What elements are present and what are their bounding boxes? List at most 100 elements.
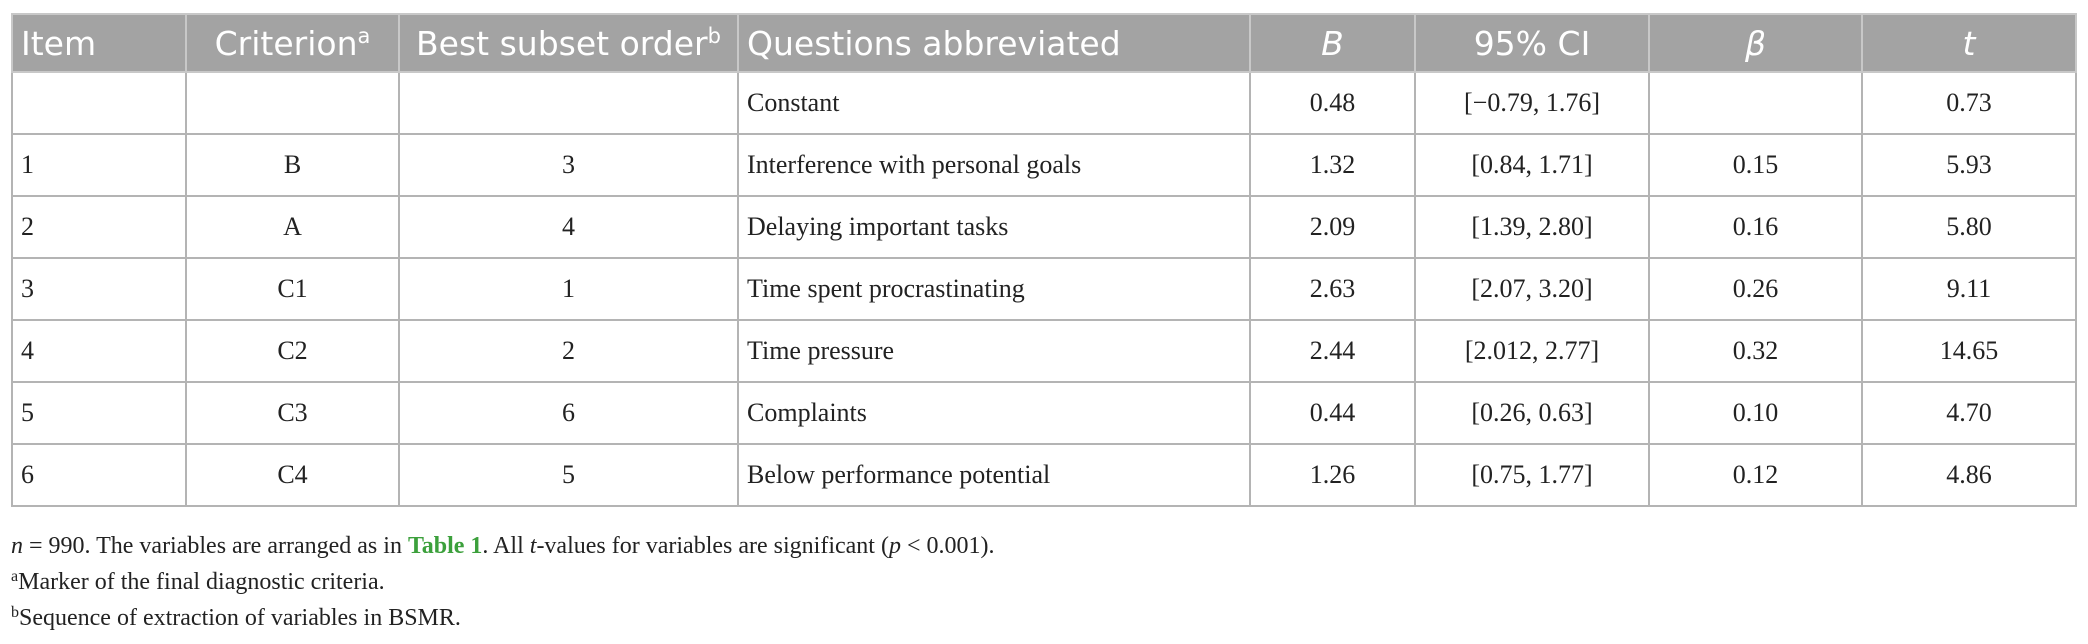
table-cell: 0.48	[1249, 71, 1416, 135]
table-row: 2 A 4 Delaying important tasks 2.09 [1.39, 2.…	[11, 195, 2077, 259]
table-cell: 4	[11, 319, 187, 383]
note-text: t	[529, 533, 537, 559]
note-text: < 0.001).	[900, 533, 995, 559]
table-cell: 5	[398, 443, 739, 507]
table-cell: B	[185, 133, 400, 197]
header-cell: Best subset orderb	[398, 13, 739, 73]
table-link[interactable]: Table 1	[407, 533, 483, 559]
table-cell: C1	[185, 257, 400, 321]
table-cell: Below performance potential	[737, 443, 1251, 507]
footnote-main: n = 990. The variables are arranged as i…	[11, 528, 994, 564]
footnote-b: bSequence of extraction of variables in …	[11, 600, 994, 636]
table-cell: 6	[11, 443, 187, 507]
header-cell: 95% CI	[1414, 13, 1650, 73]
table-cell: 2	[11, 195, 187, 259]
header-text: β	[1744, 23, 1767, 63]
header-sup: a	[357, 23, 371, 48]
header-cell: Questions abbreviated	[737, 13, 1251, 73]
table-cell: [0.75, 1.77]	[1414, 443, 1650, 507]
table-cell: 0.44	[1249, 381, 1416, 445]
table-cell: Complaints	[737, 381, 1251, 445]
header-cell: β	[1648, 13, 1863, 73]
header-text: t	[1962, 23, 1976, 63]
table-cell: 14.65	[1861, 319, 2077, 383]
table-cell: 9.11	[1861, 257, 2077, 321]
table-cell: 2	[398, 319, 739, 383]
footnote-a: aMarker of the final diagnostic criteria…	[11, 564, 994, 600]
table-cell: 0.10	[1648, 381, 1863, 445]
note-text: p	[888, 533, 901, 559]
table-cell	[185, 71, 400, 135]
table-cell: Constant	[737, 71, 1251, 135]
table-cell: 0.73	[1861, 71, 2077, 135]
table-cell	[11, 71, 187, 135]
table-cell: [1.39, 2.80]	[1414, 195, 1650, 259]
table-cell: Delaying important tasks	[737, 195, 1251, 259]
note-mark: b	[11, 604, 19, 621]
table-cell: [0.26, 0.63]	[1414, 381, 1650, 445]
header-cell: t	[1861, 13, 2077, 73]
table-cell: [0.84, 1.71]	[1414, 133, 1650, 197]
header-text: Item	[21, 23, 97, 63]
header-text: Criterion	[214, 23, 358, 63]
table-cell: [−0.79, 1.76]	[1414, 71, 1650, 135]
table-cell: 0.15	[1648, 133, 1863, 197]
table-cell	[1648, 71, 1863, 135]
note-text: Marker of the final diagnostic criteria.	[18, 569, 385, 595]
table-cell: C2	[185, 319, 400, 383]
table-cell: 1.26	[1249, 443, 1416, 507]
footnotes: n = 990. The variables are arranged as i…	[11, 528, 994, 636]
regression-table: Item Criteriona Best subset orderb Question…	[11, 13, 2077, 507]
note-text: Sequence of extraction of variables in B…	[19, 605, 461, 631]
header-text: Best subset order	[416, 23, 708, 63]
table-cell: 0.26	[1648, 257, 1863, 321]
table-cell	[398, 71, 739, 135]
table-cell: 4.70	[1861, 381, 2077, 445]
table-cell: C3	[185, 381, 400, 445]
note-text: n	[11, 533, 23, 559]
table-cell: Interference with personal goals	[737, 133, 1251, 197]
table-cell: 4	[398, 195, 739, 259]
table-cell: 1	[398, 257, 739, 321]
header-text: Questions abbreviated	[747, 23, 1121, 63]
table-cell: 0.32	[1648, 319, 1863, 383]
table-cell: 2.09	[1249, 195, 1416, 259]
table-cell: C4	[185, 443, 400, 507]
header-cell: Criteriona	[185, 13, 400, 73]
table-cell: 0.16	[1648, 195, 1863, 259]
table-cell: 2.44	[1249, 319, 1416, 383]
table-cell: Time pressure	[737, 319, 1251, 383]
table-cell: 5.93	[1861, 133, 2077, 197]
table-row: 1 B 3 Interference with personal goals 1.32[…	[11, 133, 2077, 197]
header-row: Item Criteriona Best subset orderb Question…	[11, 13, 2077, 73]
table-cell: 5	[11, 381, 187, 445]
table-body: Constant 0.48 [−0.79, 1.76] 0.73 1 B 3 Interfer…	[11, 71, 2077, 507]
table-cell: Time spent procrastinating	[737, 257, 1251, 321]
header-cell: B	[1249, 13, 1416, 73]
header-sup: b	[707, 23, 721, 48]
note-text: = 990. The variables are arranged as in	[23, 533, 408, 559]
table-cell: 4.86	[1861, 443, 2077, 507]
table-cell: 2.63	[1249, 257, 1416, 321]
table-cell: 5.80	[1861, 195, 2077, 259]
table-cell: 3	[398, 133, 739, 197]
table-cell: [2.07, 3.20]	[1414, 257, 1650, 321]
table-row: 3 C1 1 Time spent procrastinating 2.63 [2.07,…	[11, 257, 2077, 321]
note-text: . All	[482, 533, 530, 559]
table-row: 6 C4 5 Below performance potential 1.26 [0.75…	[11, 443, 2077, 507]
header-text: 95% CI	[1473, 23, 1591, 63]
header-cell: Item	[11, 13, 187, 73]
table-cell: 3	[11, 257, 187, 321]
table-cell: 6	[398, 381, 739, 445]
table-row: 4 C2 2 Time pressure 2.44 [2.012, 2.77] 0.32 14…	[11, 319, 2077, 383]
table-cell: 0.12	[1648, 443, 1863, 507]
table-row: 5 C3 6 Complaints 0.44 [0.26, 0.63] 0.10 4.70	[11, 381, 2077, 445]
table-cell: 1.32	[1249, 133, 1416, 197]
header-text: B	[1321, 23, 1344, 63]
table-cell: [2.012, 2.77]	[1414, 319, 1650, 383]
note-mark: a	[11, 568, 19, 585]
table-row: Constant 0.48 [−0.79, 1.76] 0.73	[11, 71, 2077, 135]
note-text: -values for variables are significant (	[536, 533, 889, 559]
table-cell: 1	[11, 133, 187, 197]
